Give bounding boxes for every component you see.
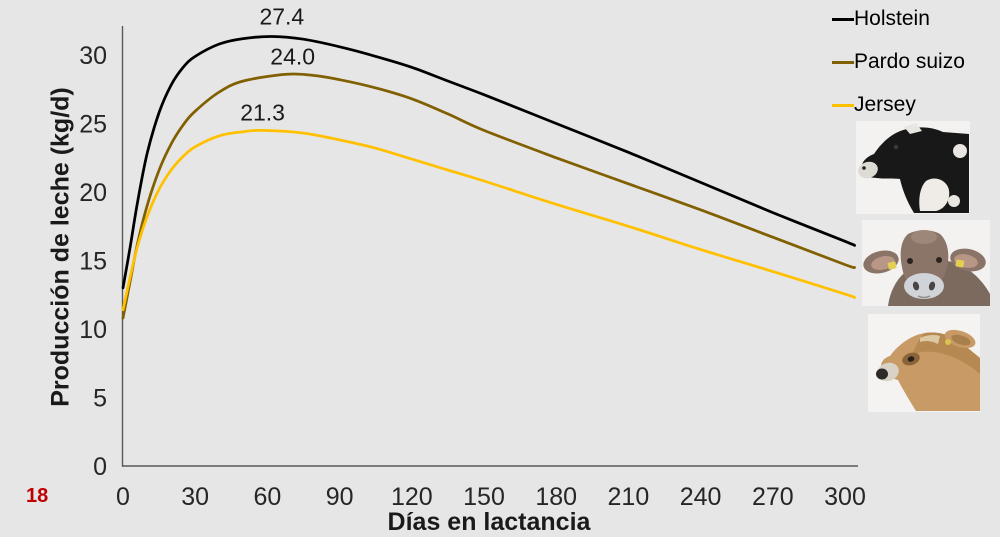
legend-label-pardo-suizo: Pardo suizo [854,50,965,73]
legend-label-holstein: Holstein [854,7,930,30]
series-line-pardo-suizo [121,72,856,320]
y-tick-label-15: 15 [79,248,107,276]
y-tick-label-30: 30 [79,42,107,70]
holstein-cow-image [856,121,970,214]
slide-number: 18 [26,485,49,507]
peak-label-pardo-suizo: 24.0 [270,43,315,69]
y-tick-label-20: 20 [79,179,107,207]
y-tick-label-25: 25 [79,111,107,139]
peak-label-jersey: 21.3 [240,100,285,126]
x-tick-label-90: 90 [326,483,354,511]
x-tick-label-60: 60 [253,483,281,511]
x-tick-label-30: 30 [181,483,209,511]
legend-dash-pardo-suizo [832,60,854,64]
legend-item-holstein: Holstein [832,6,965,32]
x-tick-label-180: 180 [535,483,577,511]
x-tick-label-270: 270 [752,483,794,511]
chart-legend: Holstein Pardo suizo Jersey [832,6,965,118]
jersey-cow-image [868,314,980,412]
legend-item-pardo-suizo: Pardo suizo [832,49,965,75]
y-tick-label-0: 0 [93,453,107,481]
peak-label-holstein: 27.4 [259,4,304,30]
x-tick-label-150: 150 [463,483,505,511]
pardo-suizo-cow-image [862,220,990,306]
legend-item-jersey: Jersey [832,92,965,118]
x-axis-title: Días en lactancia [387,508,591,536]
x-tick-label-120: 120 [391,483,433,511]
x-tick-label-0: 0 [116,483,130,511]
series-line-holstein [121,35,856,290]
y-axis-title: Producción de leche (kg/d) [46,87,75,407]
x-tick-label-300: 300 [824,483,866,511]
y-tick-label-10: 10 [79,316,107,344]
y-tick-label-5: 5 [93,385,107,413]
series-line-jersey [121,128,856,312]
x-tick-label-240: 240 [680,483,722,511]
legend-dash-holstein [832,17,854,21]
legend-label-jersey: Jersey [854,93,916,116]
legend-dash-jersey [832,103,854,107]
x-tick-label-210: 210 [608,483,650,511]
